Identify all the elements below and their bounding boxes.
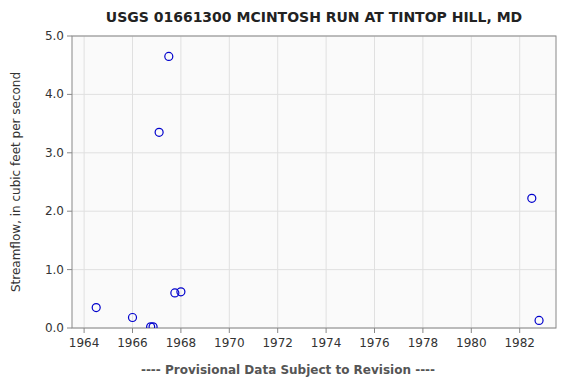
x-grid-line — [229, 36, 230, 328]
x-grid-line — [84, 36, 85, 328]
x-tick — [277, 328, 278, 333]
x-tick-label: 1978 — [408, 336, 439, 350]
y-grid-line — [72, 269, 556, 270]
point — [165, 52, 173, 60]
y-tick — [67, 211, 72, 212]
x-tick — [519, 328, 520, 333]
x-tick-label: 1964 — [69, 336, 100, 350]
y-tick — [67, 328, 72, 329]
x-tick-label: 1976 — [359, 336, 390, 350]
x-tick-label: 1974 — [311, 336, 342, 350]
x-tick — [84, 328, 85, 333]
y-tick-label: 1.0 — [45, 263, 64, 277]
x-grid-line — [277, 36, 278, 328]
point — [528, 194, 536, 202]
x-grid-line — [132, 36, 133, 328]
y-grid-line — [72, 211, 556, 212]
x-tick-label: 1970 — [214, 336, 245, 350]
y-tick — [67, 152, 72, 153]
point — [535, 316, 543, 324]
x-tick — [422, 328, 423, 333]
x-tick — [471, 328, 472, 333]
x-grid-line — [422, 36, 423, 328]
point — [129, 313, 137, 321]
y-tick-label: 2.0 — [45, 204, 64, 218]
x-tick — [374, 328, 375, 333]
title: USGS 01661300 MCINTOSH RUN AT TINTOP HIL… — [106, 9, 522, 25]
y-tick-label: 3.0 — [45, 146, 64, 160]
point — [177, 288, 185, 296]
point — [155, 128, 163, 136]
x-tick — [132, 328, 133, 333]
y-tick-label: 0.0 — [45, 321, 64, 335]
x-grid-line — [180, 36, 181, 328]
plot-frame — [72, 36, 556, 328]
y-axis-label: Streamflow, in cubic feet per second — [9, 72, 23, 292]
x-tick-label: 1968 — [166, 336, 197, 350]
y-tick — [67, 269, 72, 270]
point — [149, 323, 157, 328]
x-tick-label: 1980 — [456, 336, 487, 350]
y-grid-line — [72, 152, 556, 153]
y-tick — [67, 94, 72, 95]
x-tick — [229, 328, 230, 333]
x-tick-label: 1966 — [117, 336, 148, 350]
x-grid-line — [519, 36, 520, 328]
x-grid-line — [374, 36, 375, 328]
footer-annotation: ---- Provisional Data Subject to Revisio… — [141, 363, 435, 377]
y-tick — [67, 36, 72, 37]
chart-svg: 1964 1966 1968 1970 1972 1974 1976 1978 1980 1982… — [0, 0, 576, 384]
axes: 1964 1966 1968 1970 1972 1974 1976 1978 1980 1982… — [45, 29, 556, 350]
y-tick-label: 4.0 — [45, 87, 64, 101]
chart-container: 1964 1966 1968 1970 1972 1974 1976 1978 1980 1982… — [0, 0, 576, 384]
plot-background — [72, 36, 556, 328]
y-tick-label: 5.0 — [45, 29, 64, 43]
point — [92, 304, 100, 312]
x-tick-label: 1972 — [262, 336, 293, 350]
x-grid-line — [326, 36, 327, 328]
x-tick — [326, 328, 327, 333]
x-grid-line — [471, 36, 472, 328]
x-tick-label: 1982 — [504, 336, 535, 350]
x-tick — [180, 328, 181, 333]
y-grid-line — [72, 94, 556, 95]
points — [92, 52, 543, 328]
grid — [72, 36, 556, 328]
